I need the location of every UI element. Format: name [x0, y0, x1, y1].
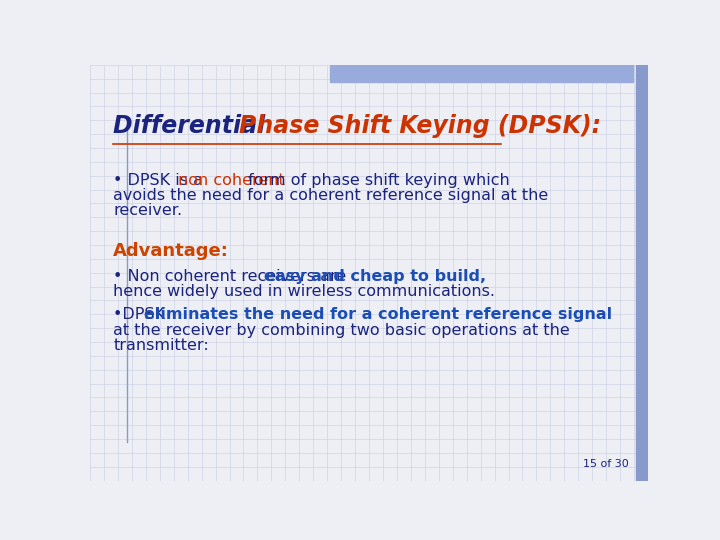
Text: • Non coherent receivers are: • Non coherent receivers are — [113, 269, 351, 284]
Text: hence widely used in wireless communications.: hence widely used in wireless communicat… — [113, 284, 495, 299]
Bar — [636, 65, 648, 481]
Text: avoids the need for a coherent reference signal at the: avoids the need for a coherent reference… — [113, 188, 549, 203]
Text: Phase Shift Keying (DPSK):: Phase Shift Keying (DPSK): — [239, 114, 601, 138]
Text: 15 of 30: 15 of 30 — [583, 459, 629, 469]
Text: eliminates the need for a coherent reference signal: eliminates the need for a coherent refer… — [144, 307, 613, 322]
Text: easy and cheap to build,: easy and cheap to build, — [264, 269, 486, 284]
Bar — [330, 65, 632, 82]
Text: Differential: Differential — [113, 114, 274, 138]
Text: receiver.: receiver. — [113, 204, 182, 218]
Text: Advantage:: Advantage: — [113, 242, 229, 260]
Text: at the receiver by combining two basic operations at the: at the receiver by combining two basic o… — [113, 323, 570, 338]
Text: •DPSK: •DPSK — [113, 307, 171, 322]
Text: transmitter:: transmitter: — [113, 338, 209, 353]
Text: • DPSK is a: • DPSK is a — [113, 173, 208, 187]
Text: non coherent: non coherent — [179, 173, 285, 187]
Text: form of phase shift keying which: form of phase shift keying which — [243, 173, 510, 187]
